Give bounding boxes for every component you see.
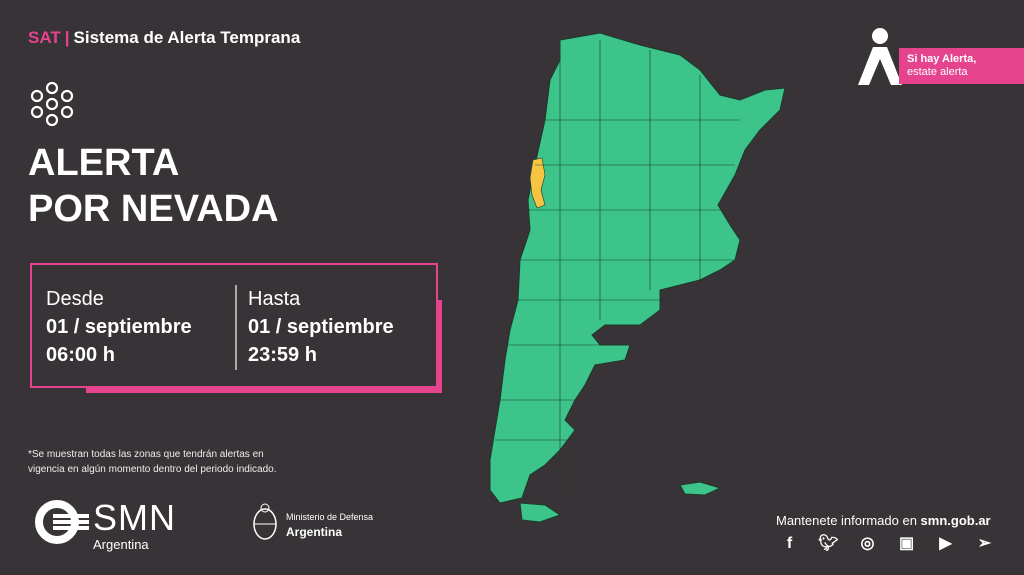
badge-line1: Si hay Alerta, — [907, 53, 977, 65]
note-line2: vigencia en algún momento dentro del per… — [28, 464, 277, 475]
badge-pill: Si hay Alerta, estate alerta — [899, 48, 1024, 84]
ministry-logo: Ministerio de Defensa Argentina — [250, 500, 400, 546]
social-icons: f 🐦︎ ◎ ▣ ▶ ➢ — [770, 534, 1004, 554]
map-tierra-del-fuego — [519, 502, 562, 523]
map-snow-alert-region — [529, 157, 546, 209]
date-range-box: Desde 01 / septiembre 06:00 h Hasta 01 / se… — [30, 263, 438, 388]
alert-campaign-badge: Si hay Alerta, estate alerta — [855, 27, 1024, 87]
youtube-icon[interactable]: ▶ — [939, 535, 952, 552]
separator: | — [64, 28, 70, 47]
note-line1: *Se muestran todas las zonas que tendrán… — [28, 449, 264, 460]
instagram-icon[interactable]: ◎ — [860, 535, 875, 552]
snowflake-icon — [30, 81, 74, 127]
ministry-line1: Ministerio de Defensa — [286, 512, 374, 522]
from-date: 01 / septiembre — [46, 316, 192, 338]
from-column: Desde 01 / septiembre 06:00 h — [46, 285, 192, 369]
facebook-icon[interactable]: f — [786, 535, 793, 552]
argentina-alert-map — [489, 32, 786, 523]
telegram-icon[interactable]: ➢ — [977, 535, 992, 552]
smn-wave-icon — [35, 500, 89, 544]
title-line2: POR NEVADA — [28, 188, 279, 230]
to-column: Hasta 01 / septiembre 23:59 h — [248, 285, 394, 369]
from-time: 06:00 h — [46, 344, 115, 366]
to-label: Hasta — [248, 288, 301, 310]
smn-text: SMN — [93, 497, 176, 538]
title-line1: ALERTA — [28, 142, 180, 184]
from-label: Desde — [46, 288, 104, 310]
igtv-icon[interactable]: ▣ — [898, 535, 915, 552]
sat-label: SAT — [28, 28, 61, 47]
map-falklands — [679, 481, 722, 496]
footnote: *Se muestran todas las zonas que tendrán… — [28, 447, 277, 477]
map-no-alert-region — [489, 32, 786, 504]
stay-text: Mantenete informado en — [776, 513, 921, 528]
alert-title: ALERTA POR NEVADA — [28, 140, 279, 232]
badge-line2: estate alerta — [907, 66, 968, 78]
to-time: 23:59 h — [248, 344, 317, 366]
divider — [235, 285, 237, 370]
ministry-line2: Argentina — [286, 525, 343, 539]
twitter-icon[interactable]: 🐦︎ — [818, 535, 839, 552]
smn-subtext: Argentina — [93, 537, 149, 552]
alert-a-icon — [858, 28, 902, 85]
to-date: 01 / septiembre — [248, 316, 394, 338]
stay-informed: Mantenete informado en smn.gob.ar — [776, 513, 991, 528]
site-link[interactable]: smn.gob.ar — [920, 513, 991, 528]
map-district-borders — [495, 40, 740, 500]
coat-of-arms-icon — [253, 503, 277, 540]
smn-logo: SMN Argentina — [35, 500, 195, 556]
header: SAT | Sistema de Alerta Temprana — [28, 28, 300, 48]
header-subtitle: Sistema de Alerta Temprana — [73, 28, 301, 47]
